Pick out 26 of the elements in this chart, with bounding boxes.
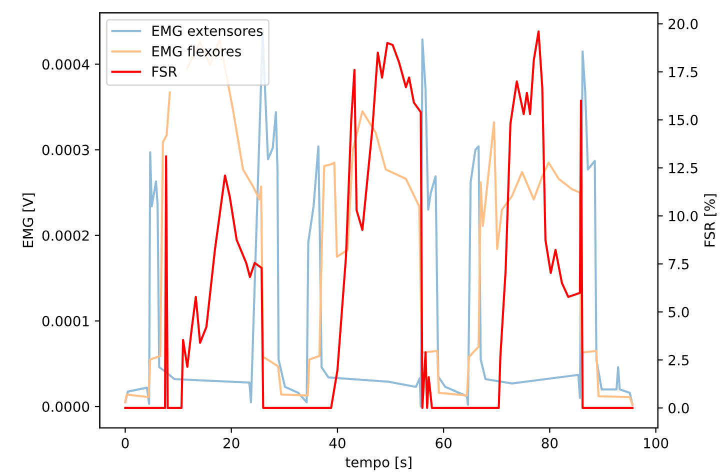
- legend-label: FSR: [152, 66, 177, 77]
- x-tick-label: 60: [436, 438, 452, 448]
- y2-tick-label: 2.5: [668, 354, 689, 366]
- x-axis-title: tempo [s]: [346, 456, 412, 470]
- y2-tick-label: 12.5: [669, 162, 698, 174]
- y2-tick-label: 10.0: [669, 210, 698, 222]
- y2-axis-title: FSR [%]: [704, 194, 717, 246]
- x-tick-label: 80: [542, 438, 558, 448]
- y2-tick-label: 20.0: [668, 18, 698, 30]
- y2-tick-label: 5.0: [668, 306, 689, 318]
- y2-tick-label: 0.0: [668, 402, 689, 414]
- y-tick-label: 0.0000: [42, 401, 90, 412]
- y-tick-label: 0.0003: [42, 144, 89, 156]
- y2-tick-label: 15.0: [669, 114, 698, 126]
- y-axis-title: EMG [V]: [22, 193, 35, 248]
- x-tick-label: 40: [329, 438, 346, 448]
- legend-label: EMG flexores: [152, 46, 241, 56]
- x-tick-label: 100: [644, 438, 668, 448]
- y-tick-label: 0.0001: [42, 316, 89, 326]
- y-tick-label: 0.0002: [42, 230, 89, 241]
- legend-label: EMG extensores: [152, 26, 263, 36]
- y2-tick-label: 17.5: [669, 66, 698, 78]
- x-tick-label: 0: [122, 438, 129, 448]
- y-tick-label: 0.0004: [42, 59, 90, 70]
- x-tick-label: 20: [224, 438, 240, 448]
- y2-tick-label: 7.5: [668, 259, 689, 270]
